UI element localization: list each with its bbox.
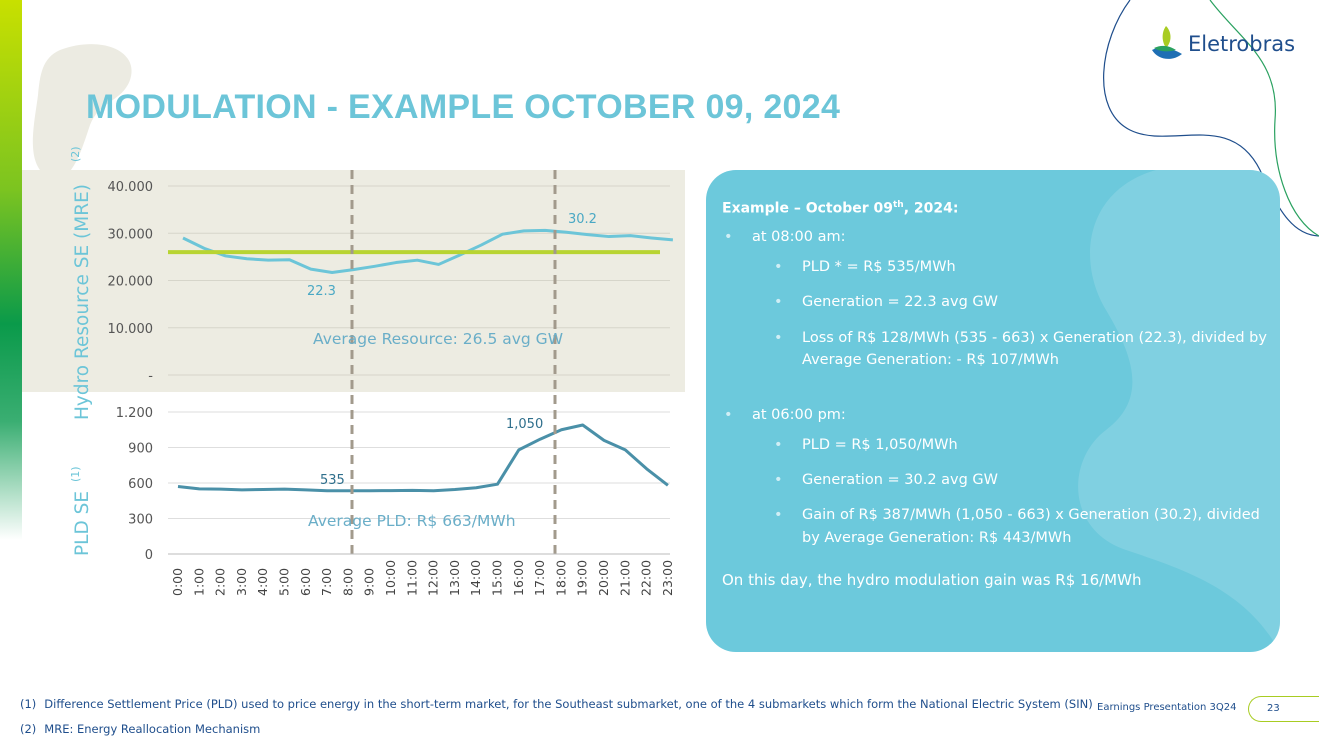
x-tick-label: 15:00 xyxy=(490,560,505,596)
x-tick-label: 11:00 xyxy=(404,560,419,596)
hydro-resource-line xyxy=(182,228,674,274)
morning-generation: Generation = 22.3 avg GW xyxy=(722,291,1280,314)
annotation-1050: 1,050 xyxy=(506,417,543,432)
x-tick-label: 18:00 xyxy=(553,560,568,596)
left-gradient-bar xyxy=(0,0,22,540)
top-y-tick-label: 20.000 xyxy=(108,275,154,290)
top-y-tick-label: 40.000 xyxy=(108,180,154,195)
annotation-22-3: 22.3 xyxy=(307,284,336,299)
x-tick-label: 20:00 xyxy=(596,560,611,596)
x-tick-label: 14:00 xyxy=(468,560,483,596)
x-tick-label: 4:00 xyxy=(255,568,270,596)
top-y-axis-label-sup: (2) xyxy=(69,146,82,162)
morning-loss: Loss of R$ 128/MWh (535 - 663) x Generat… xyxy=(722,327,1280,372)
bottom-y-axis-label: PLD SE xyxy=(72,491,93,556)
top-y-axis-label: Hydro Resource SE (MRE) xyxy=(72,184,93,420)
bottom-y-tick-label: 1.200 xyxy=(116,406,153,421)
x-tick-label: 22:00 xyxy=(639,560,654,596)
annotation-535: 535 xyxy=(320,473,345,488)
page-title: MODULATION - EXAMPLE OCTOBER 09, 2024 xyxy=(86,88,841,126)
footnote-1: (1) Difference Settlement Price (PLD) use… xyxy=(20,697,1093,711)
x-tick-label: 7:00 xyxy=(319,568,334,596)
logo-text: Eletrobras xyxy=(1188,32,1296,56)
morning-heading: at 08:00 am: xyxy=(722,229,1280,245)
evening-generation: Generation = 30.2 avg GW xyxy=(722,469,1280,492)
decorative-curve xyxy=(1103,0,1319,237)
bottom-y-tick-label: 900 xyxy=(128,442,153,457)
box-footnote-text: * Difference Settlement Price (PLD) used… xyxy=(722,652,1234,667)
bottom-y-tick-label: 600 xyxy=(128,477,153,492)
top-y-tick-label: 30.000 xyxy=(108,227,154,242)
top-y-tick-label: - xyxy=(148,369,153,384)
x-tick-label: 6:00 xyxy=(298,568,313,596)
footnote-2-number: (2) xyxy=(20,722,37,736)
x-tick-label: 9:00 xyxy=(362,568,377,596)
bottom-y-tick-label: 0 xyxy=(145,548,153,563)
evening-gain: Gain of R$ 387/MWh (1,050 - 663) x Gener… xyxy=(722,504,1280,549)
x-tick-label: 8:00 xyxy=(340,568,355,596)
footnote-2-text: MRE: Energy Reallocation Mechanism xyxy=(44,722,261,736)
x-tick-label: 16:00 xyxy=(511,560,526,596)
presentation-label: Earnings Presentation 3Q24 xyxy=(1097,702,1237,713)
footnote-1-text: Difference Settlement Price (PLD) used t… xyxy=(44,697,1093,711)
morning-pld: PLD * = R$ 535/MWh xyxy=(722,256,1280,279)
x-tick-label: 2:00 xyxy=(213,568,228,596)
footnote-2: (2) MRE: Energy Reallocation Mechanism xyxy=(20,722,260,736)
x-tick-label: 10:00 xyxy=(383,560,398,596)
modulation-chart: - 10.000 20.000 30.000 40.000 0 300 600 900 1.20… xyxy=(22,146,685,596)
page-number: 23 xyxy=(1267,703,1280,714)
x-tick-label: 12:00 xyxy=(426,560,441,596)
bottom-y-tick-label: 300 xyxy=(128,513,153,528)
logo-leaf-icon xyxy=(1152,26,1182,59)
evening-heading: at 06:00 pm: xyxy=(722,407,1280,423)
decorative-blob xyxy=(32,44,132,179)
x-tick-label: 23:00 xyxy=(660,560,675,596)
annotation-30-2: 30.2 xyxy=(568,212,597,227)
top-average-label: Average Resource: 26.5 avg GW xyxy=(313,330,563,348)
example-title: Example – October 09th, 2024: xyxy=(722,200,1280,217)
x-tick-label: 0:00 xyxy=(170,568,185,596)
example-title-sup: th xyxy=(892,200,904,210)
x-tick-label: 19:00 xyxy=(575,560,590,596)
page-number-pill xyxy=(1248,696,1319,722)
x-tick-label: 3:00 xyxy=(234,568,249,596)
summary-text: On this day, the hydro modulation gain w… xyxy=(722,571,1142,590)
pld-line xyxy=(177,423,669,493)
example-info-box: Example – October 09th, 2024: at 08:00 a… xyxy=(706,170,1280,652)
example-title-end: , 2024: xyxy=(903,200,959,217)
x-tick-label: 5:00 xyxy=(277,568,292,596)
bottom-y-axis-label-sup: (1) xyxy=(69,466,82,482)
x-tick-label: 1:00 xyxy=(191,568,206,596)
eletrobras-logo: Eletrobras xyxy=(1150,24,1295,64)
footnote-1-number: (1) xyxy=(20,697,37,711)
x-tick-label: 21:00 xyxy=(617,560,632,596)
bottom-average-label: Average PLD: R$ 663/MWh xyxy=(308,512,516,530)
top-y-tick-label: 10.000 xyxy=(108,322,154,337)
evening-pld: PLD = R$ 1,050/MWh xyxy=(722,434,1280,457)
x-tick-label: 13:00 xyxy=(447,560,462,596)
example-title-main: Example – October 09 xyxy=(722,200,893,217)
x-tick-label: 17:00 xyxy=(532,560,547,596)
